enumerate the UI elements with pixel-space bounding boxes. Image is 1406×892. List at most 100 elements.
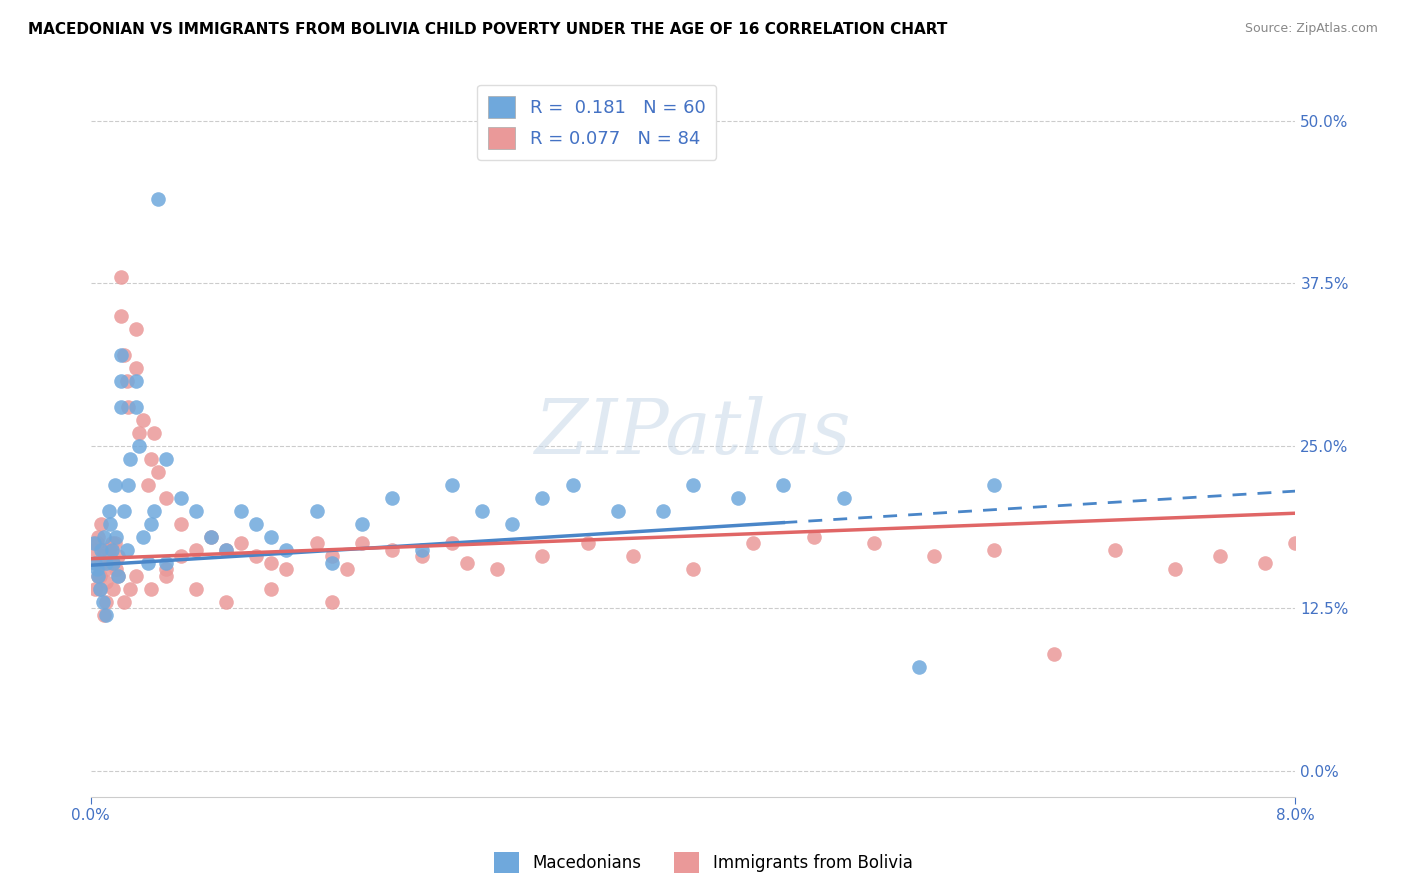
Point	[110, 309, 132, 323]
Point	[142, 503, 165, 517]
Point	[98, 549, 121, 563]
Legend: Macedonians, Immigrants from Bolivia: Macedonians, Immigrants from Bolivia	[486, 846, 920, 880]
Point	[105, 562, 128, 576]
Point	[84, 556, 107, 570]
Point	[97, 503, 120, 517]
Point	[908, 659, 931, 673]
Point	[100, 542, 122, 557]
Point	[125, 568, 148, 582]
Point	[621, 549, 644, 563]
Point	[117, 477, 139, 491]
Point	[170, 516, 193, 531]
Point	[531, 549, 554, 563]
Point	[112, 348, 135, 362]
Point	[305, 503, 328, 517]
Point	[727, 491, 749, 505]
Point	[1344, 673, 1367, 687]
Point	[561, 477, 583, 491]
Point	[336, 562, 359, 576]
Point	[231, 503, 253, 517]
Point	[155, 556, 177, 570]
Point	[1043, 647, 1066, 661]
Point	[100, 536, 122, 550]
Point	[98, 516, 121, 531]
Point	[862, 536, 884, 550]
Point	[128, 439, 150, 453]
Point	[136, 556, 159, 570]
Text: ZIPatlas: ZIPatlas	[534, 395, 852, 469]
Point	[93, 530, 115, 544]
Point	[125, 321, 148, 335]
Point	[94, 575, 117, 590]
Point	[606, 503, 628, 517]
Point	[381, 542, 404, 557]
Point	[110, 348, 132, 362]
Point	[260, 556, 283, 570]
Point	[139, 451, 162, 466]
Point	[350, 536, 373, 550]
Legend: R =  0.181   N = 60, R = 0.077   N = 84: R = 0.181 N = 60, R = 0.077 N = 84	[477, 85, 716, 160]
Point	[125, 400, 148, 414]
Point	[103, 582, 125, 596]
Point	[260, 530, 283, 544]
Point	[84, 556, 107, 570]
Point	[107, 549, 129, 563]
Point	[112, 503, 135, 517]
Point	[305, 536, 328, 550]
Point	[91, 594, 114, 608]
Point	[200, 530, 222, 544]
Point	[1284, 536, 1306, 550]
Point	[441, 477, 464, 491]
Point	[231, 536, 253, 550]
Point	[103, 556, 125, 570]
Point	[245, 516, 267, 531]
Point	[531, 491, 554, 505]
Point	[87, 568, 110, 582]
Point	[112, 594, 135, 608]
Point	[276, 542, 298, 557]
Point	[110, 269, 132, 284]
Point	[772, 477, 794, 491]
Point	[107, 568, 129, 582]
Point	[83, 542, 105, 557]
Point	[89, 582, 111, 596]
Point	[350, 516, 373, 531]
Point	[1315, 633, 1337, 648]
Text: MACEDONIAN VS IMMIGRANTS FROM BOLIVIA CHILD POVERTY UNDER THE AGE OF 16 CORRELAT: MACEDONIAN VS IMMIGRANTS FROM BOLIVIA CH…	[28, 22, 948, 37]
Point	[983, 542, 1005, 557]
Point	[215, 594, 238, 608]
Point	[471, 503, 494, 517]
Point	[501, 516, 523, 531]
Point	[1209, 549, 1232, 563]
Point	[132, 412, 155, 426]
Point	[651, 503, 673, 517]
Point	[155, 491, 177, 505]
Point	[115, 542, 138, 557]
Point	[441, 536, 464, 550]
Point	[91, 549, 114, 563]
Point	[321, 556, 343, 570]
Point	[142, 425, 165, 440]
Point	[94, 562, 117, 576]
Point	[115, 374, 138, 388]
Text: Source: ZipAtlas.com: Source: ZipAtlas.com	[1244, 22, 1378, 36]
Point	[682, 477, 704, 491]
Point	[139, 582, 162, 596]
Point	[125, 360, 148, 375]
Point	[411, 542, 433, 557]
Point	[276, 562, 298, 576]
Point	[125, 374, 148, 388]
Point	[93, 542, 115, 557]
Point	[86, 536, 108, 550]
Point	[184, 582, 207, 596]
Point	[456, 556, 478, 570]
Point	[155, 568, 177, 582]
Point	[170, 491, 193, 505]
Point	[321, 594, 343, 608]
Point	[107, 568, 129, 582]
Point	[86, 562, 108, 576]
Point	[118, 582, 141, 596]
Point	[215, 542, 238, 557]
Point	[105, 530, 128, 544]
Point	[922, 549, 945, 563]
